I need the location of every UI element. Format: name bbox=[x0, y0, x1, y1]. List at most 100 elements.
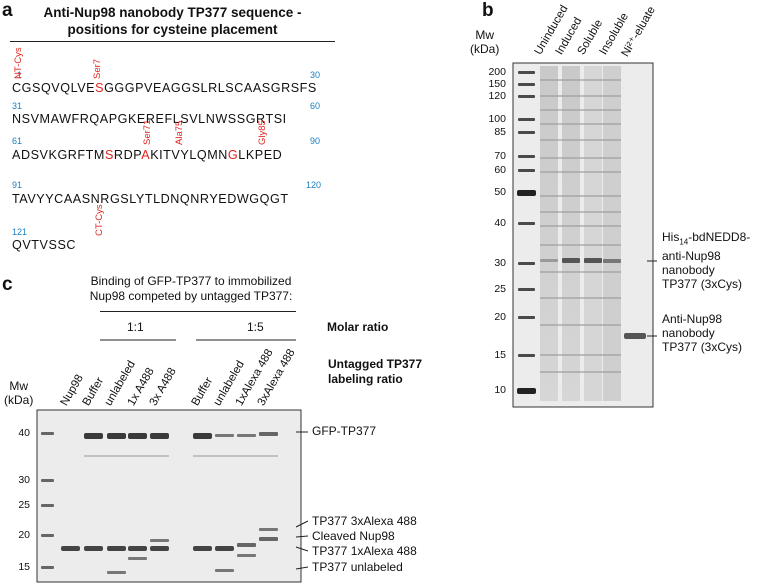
ratio-1-1-label: 1:1 bbox=[127, 320, 144, 334]
panel-b-mw-10: 10 bbox=[494, 384, 506, 396]
row4-end-number: 120 bbox=[306, 180, 322, 190]
band-label-unlabeled: TP377 unlabeled bbox=[312, 560, 403, 574]
gel-c-frame bbox=[36, 409, 302, 583]
row4-start-number: 91 bbox=[12, 180, 23, 190]
panel-c-mw-40: 40 bbox=[18, 427, 30, 439]
fusion-line1-his: His bbox=[662, 230, 680, 244]
seq-segment: LKPED bbox=[238, 148, 283, 162]
seq-segment: GGGPVEAGGSLRLSCAASGRSFS bbox=[104, 81, 317, 95]
panel-b-mw-120: 120 bbox=[488, 90, 506, 102]
panel-a-title: Anti-Nup98 nanobody TP377 sequence - pos… bbox=[10, 4, 335, 38]
row1-end-number: 30 bbox=[310, 70, 321, 80]
gel-b-eluate-band bbox=[624, 333, 646, 339]
panel-a-title-line2: positions for cysteine placement bbox=[67, 22, 278, 37]
gel-c bbox=[36, 409, 309, 583]
gel-b-ladder bbox=[517, 71, 536, 394]
panel-b-mw-line1: Mw bbox=[475, 28, 494, 42]
gel-b bbox=[512, 62, 657, 408]
band-label-1xalexa: TP377 1xAlexa 488 bbox=[312, 544, 417, 558]
panel-c-mw-20: 20 bbox=[18, 529, 30, 541]
seq-segment: ADSVKGRFTM bbox=[12, 148, 105, 162]
panel-b-mw-85: 85 bbox=[494, 126, 506, 138]
row5-start-number: 121 bbox=[12, 227, 28, 237]
panel-b-mw-line2: (kDa) bbox=[470, 42, 500, 56]
sequence-row-3: ADSVKGRFTMSRDPAKITVYLQMNGLKPED bbox=[12, 148, 282, 162]
panel-b-annotation-nanobody: Anti-Nup98 nanobody TP377 (3xCys) bbox=[662, 312, 742, 354]
seq-highlight-ala75: A bbox=[141, 148, 151, 162]
row2-start-number: 31 bbox=[12, 101, 23, 111]
panel-c-mw-15: 15 bbox=[18, 561, 30, 573]
seq-highlight-ser7: S bbox=[95, 81, 105, 95]
panel-a-title-line1: Anti-Nup98 nanobody TP377 sequence - bbox=[43, 5, 302, 20]
panel-b-mw-60: 60 bbox=[494, 164, 506, 176]
row3-end-number: 90 bbox=[310, 136, 321, 146]
gel-b-frame bbox=[512, 62, 654, 408]
untagged-labeling-label: Untagged TP377 labeling ratio bbox=[328, 357, 422, 387]
untagged-line2: labeling ratio bbox=[328, 372, 403, 386]
panel-c-header-line2: Nup98 competed by untagged TP377: bbox=[89, 289, 293, 303]
fusion-line1-rest: -bdNEDD8- bbox=[688, 230, 751, 244]
fusion-line2: anti-Nup98 bbox=[662, 249, 721, 264]
panel-a-title-rule bbox=[10, 41, 335, 42]
panel-b-annotation-fusion: His14-bdNEDD8- anti-Nup98 nanobody TP377… bbox=[662, 230, 750, 291]
seq-highlight-ser71: S bbox=[104, 148, 114, 162]
nanobody-line3: TP377 (3xCys) bbox=[662, 340, 743, 354]
panel-b-mw-30: 30 bbox=[494, 257, 506, 269]
row1-start-number: 1 bbox=[17, 70, 23, 80]
molar-ratio-label: Molar ratio bbox=[327, 320, 389, 334]
panel-b-mw-70: 70 bbox=[494, 150, 506, 162]
sequence-row-1: CGSQVQLVESGGGPVEAGGSLRLSCAASGRSFS bbox=[12, 81, 317, 95]
seq-segment: KITVYLQMN bbox=[150, 148, 228, 162]
panel-b-mw-200: 200 bbox=[488, 66, 506, 78]
gel-b-faint-bands bbox=[540, 79, 621, 373]
ratio-1-5-label: 1:5 bbox=[247, 320, 264, 334]
sequence-row-4: TAVYYCAASNRGSLYTLDNQNRYEDWGQGT bbox=[12, 192, 289, 206]
sequence-row-5: QVTVSSC bbox=[12, 238, 76, 252]
seq-segment: NSVMAWFRQAPGKEREFLSVLNWSSGRTSI bbox=[12, 112, 287, 126]
sequence-row-2: NSVMAWFRQAPGKEREFLSVLNWSSGRTSI bbox=[12, 112, 287, 126]
panel-b-letter: b bbox=[482, 0, 494, 21]
panel-c-letter: c bbox=[2, 274, 13, 295]
panel-b-mw-100: 100 bbox=[488, 113, 506, 125]
row3-start-number: 61 bbox=[12, 136, 23, 146]
nanobody-line2: nanobody bbox=[662, 326, 715, 340]
gel-b-lane-soluble bbox=[584, 66, 602, 401]
seq-segment: RDP bbox=[113, 148, 142, 162]
panel-c-mw-30: 30 bbox=[18, 474, 30, 486]
panel-c-mw-label: Mw (kDa) bbox=[4, 379, 33, 407]
band-label-3xalexa: TP377 3xAlexa 488 bbox=[312, 514, 417, 528]
fusion-line4: TP377 (3xCys) bbox=[662, 277, 743, 292]
panel-a-letter: a bbox=[2, 0, 13, 21]
fusion-line3: nanobody bbox=[662, 263, 715, 278]
panel-c-mw-line2: (kDa) bbox=[4, 393, 34, 407]
panel-c-header-rule bbox=[100, 311, 296, 312]
panel-c-header-line1: Binding of GFP-TP377 to immobilized bbox=[90, 274, 292, 288]
seq-segment: QVTVSSC bbox=[12, 238, 77, 252]
panel-c-header: Binding of GFP-TP377 to immobilized Nup9… bbox=[66, 274, 316, 304]
nanobody-line1: Anti-Nup98 bbox=[662, 312, 723, 326]
gel-c-ladder bbox=[41, 432, 54, 569]
panel-b-mw-label: Mw (kDa) bbox=[470, 28, 499, 56]
untagged-line1: Untagged TP377 bbox=[328, 357, 423, 371]
gel-c-gfp-bands bbox=[84, 432, 278, 439]
row2-end-number: 60 bbox=[310, 101, 321, 111]
panel-b-mw-25: 25 bbox=[494, 283, 506, 295]
panel-b-mw-20: 20 bbox=[494, 311, 506, 323]
band-label-gfp-tp377: GFP-TP377 bbox=[312, 424, 377, 438]
band-label-cleaved-nup98: Cleaved Nup98 bbox=[312, 529, 395, 543]
seq-segment: TAVYYCAASNRGSLYTLDNQNRYEDWGQGT bbox=[12, 192, 289, 206]
fusion-line1: His14-bdNEDD8- bbox=[662, 230, 750, 249]
gel-b-lane-induced bbox=[562, 66, 580, 401]
seq-segment: CGSQVQLVE bbox=[12, 81, 96, 95]
gel-b-lane-insoluble bbox=[603, 66, 621, 401]
fusion-line1-sub: 14 bbox=[679, 237, 689, 247]
panel-c-mw-25: 25 bbox=[18, 499, 30, 511]
panel-b-mw-40: 40 bbox=[494, 217, 506, 229]
panel-b-mw-50: 50 bbox=[494, 186, 506, 198]
gel-b-lane-uninduced bbox=[540, 66, 558, 401]
panel-b-mw-150: 150 bbox=[488, 78, 506, 90]
gel-b-fusion-bands bbox=[540, 258, 621, 263]
gel-c-tp377-bands bbox=[107, 528, 278, 574]
panel-c-mw-line1: Mw bbox=[9, 379, 28, 393]
